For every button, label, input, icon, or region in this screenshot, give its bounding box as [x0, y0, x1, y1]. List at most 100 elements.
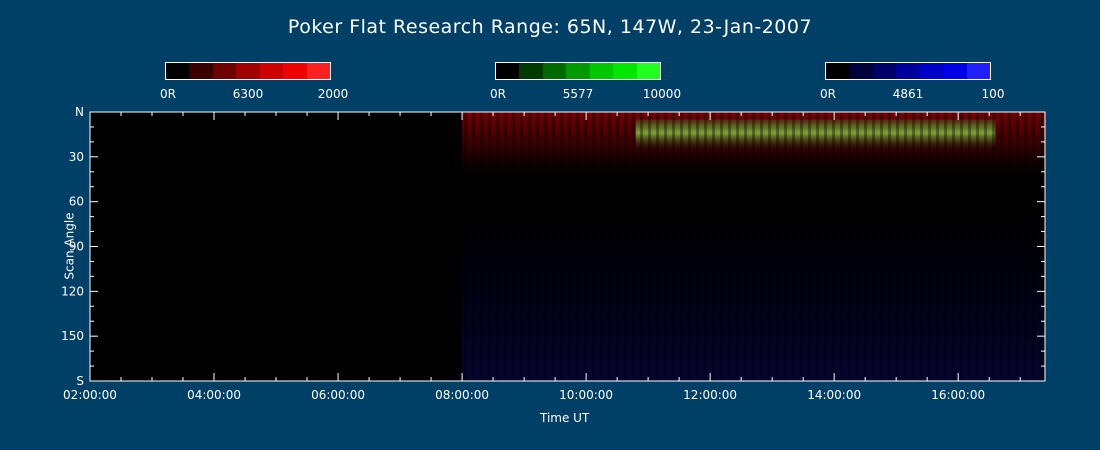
- colorbar-segment: [212, 63, 237, 79]
- striation-stripe: [584, 112, 588, 381]
- striation-stripe: [504, 112, 508, 381]
- striation-stripe: [968, 112, 972, 381]
- striation-stripe: [536, 112, 540, 381]
- x-tick-label: 16:00:00: [931, 388, 985, 402]
- striation-stripe: [760, 112, 764, 381]
- x-tick-label: 12:00:00: [683, 388, 737, 402]
- striation-stripe: [912, 112, 916, 381]
- striation-stripe: [1016, 112, 1020, 381]
- striation-stripe: [856, 112, 860, 381]
- colorbar-segment: [519, 63, 543, 79]
- striation-stripe: [648, 112, 652, 381]
- striation-stripe: [880, 112, 884, 381]
- colorbar-segment: [826, 63, 850, 79]
- striation-stripe: [616, 112, 620, 381]
- striation-stripe: [872, 112, 876, 381]
- striation-stripe: [1032, 112, 1036, 381]
- striation-stripe: [832, 112, 836, 381]
- striation-stripe: [560, 112, 564, 381]
- striation-stripe: [712, 112, 716, 381]
- colorbar-6300-mid-label: 6300: [232, 87, 264, 101]
- striation-stripe: [680, 112, 684, 381]
- y-tick-label: 120: [61, 284, 84, 298]
- colorbar-4861-mid-label: 4861: [892, 87, 924, 101]
- striation-stripe: [936, 112, 940, 381]
- striation-stripe: [848, 112, 852, 381]
- striation-stripe: [784, 112, 788, 381]
- striation-stripe: [528, 112, 532, 381]
- striation-stripe: [1024, 112, 1028, 381]
- striation-stripe: [608, 112, 612, 381]
- emission-region-4861: [462, 201, 1046, 381]
- x-axis-title: Time UT: [540, 411, 590, 425]
- striation-stripe: [488, 112, 492, 381]
- colorbar-segment: [189, 63, 213, 79]
- striation-stripe: [552, 112, 556, 381]
- striation-stripe: [600, 112, 604, 381]
- striation-stripe: [816, 112, 820, 381]
- striation-stripe: [592, 112, 596, 381]
- striation-stripe: [824, 112, 828, 381]
- y-tick-label: N: [75, 105, 84, 119]
- colorbar-segment: [259, 63, 284, 79]
- striation-stripe: [576, 112, 580, 381]
- striation-stripe: [808, 112, 812, 381]
- striation-stripe: [624, 112, 628, 381]
- colorbar-5577-mid-label: 5577: [562, 87, 594, 101]
- striation-stripe: [632, 112, 636, 381]
- striation-stripe: [952, 112, 956, 381]
- striation-stripe: [944, 112, 948, 381]
- striation-stripe: [752, 112, 756, 381]
- x-tick-label: 08:00:00: [435, 388, 489, 402]
- striation-stripe: [976, 112, 980, 381]
- y-tick-label: 90: [69, 240, 84, 254]
- y-tick-label: S: [76, 374, 84, 388]
- striation-stripe: [640, 112, 644, 381]
- y-axis-title: Scan Angle: [62, 212, 77, 280]
- striation-stripe: [696, 112, 700, 381]
- colorbar-6300-high-label: 2000: [317, 87, 349, 101]
- colorbar-6300: [165, 62, 331, 80]
- colorbar-6300-low-label: 0R: [160, 87, 176, 101]
- striation-stripe: [496, 112, 500, 381]
- colorbar-segment: [896, 63, 920, 79]
- striation-stripe: [792, 112, 796, 381]
- striation-stripe: [1000, 112, 1004, 381]
- striation-stripe: [768, 112, 772, 381]
- y-tick-label: 60: [69, 195, 84, 209]
- y-tick-label: 150: [61, 329, 84, 343]
- colorbar-segment: [589, 63, 614, 79]
- striation-stripe: [904, 112, 908, 381]
- x-tick-label: 06:00:00: [311, 388, 365, 402]
- striation-stripe: [840, 112, 844, 381]
- colorbar-5577-low-label: 0R: [490, 87, 506, 101]
- striation-stripe: [928, 112, 932, 381]
- emission-region-5577: [635, 119, 996, 150]
- striation-stripe: [888, 112, 892, 381]
- striation-stripe: [568, 112, 572, 381]
- colorbar-segment: [966, 63, 990, 79]
- striation-stripe: [464, 112, 468, 381]
- striation-stripe: [920, 112, 924, 381]
- y-tick-label: 30: [69, 150, 84, 164]
- striation-stripe: [992, 112, 996, 381]
- colorbar-segment: [566, 63, 590, 79]
- colorbar-segment: [636, 63, 660, 79]
- x-tick-label: 04:00:00: [187, 388, 241, 402]
- colorbar-segment: [306, 63, 330, 79]
- colorbar-segment: [943, 63, 967, 79]
- striation-stripe: [512, 112, 516, 381]
- striation-stripe: [520, 112, 524, 381]
- striation-stripe: [776, 112, 780, 381]
- colorbar-5577-high-label: 10000: [642, 87, 682, 101]
- colorbar-segment: [166, 63, 190, 79]
- chart-title: Poker Flat Research Range: 65N, 147W, 23…: [287, 16, 813, 38]
- striation-stripe: [672, 112, 676, 381]
- striation-stripe: [656, 112, 660, 381]
- striation-stripe: [1008, 112, 1012, 381]
- colorbar-4861-low-label: 0R: [820, 87, 836, 101]
- colorbar-4861: [825, 62, 991, 80]
- colorbar-segment: [872, 63, 897, 79]
- colorbar-segment: [283, 63, 307, 79]
